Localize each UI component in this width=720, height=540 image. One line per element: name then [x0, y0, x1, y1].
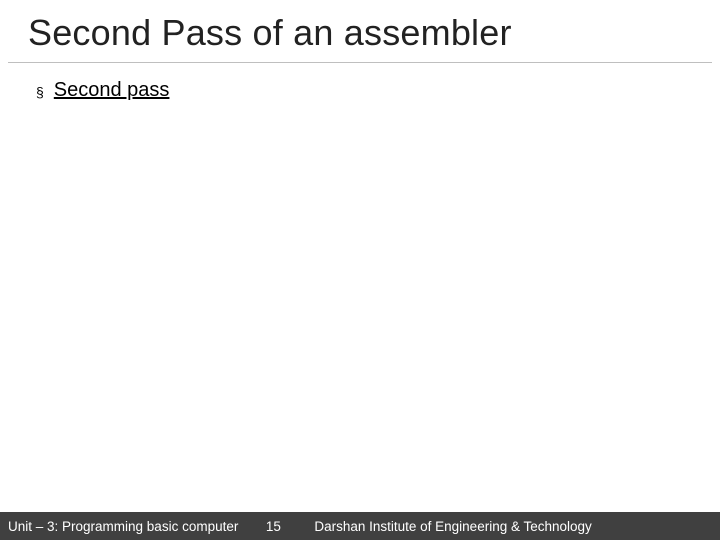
- bullet-text: Second pass: [54, 79, 170, 102]
- bullet-item: § Second pass: [36, 79, 684, 105]
- footer-page-number: 15: [238, 519, 308, 534]
- slide-title: Second Pass of an assembler: [28, 12, 692, 54]
- footer-right: Darshan Institute of Engineering & Techn…: [308, 519, 714, 534]
- footer-bar: Unit – 3: Programming basic computer 15 …: [0, 512, 720, 540]
- body-area: § Second pass: [0, 63, 720, 121]
- slide: Second Pass of an assembler § Second pas…: [0, 0, 720, 540]
- title-area: Second Pass of an assembler: [8, 0, 712, 63]
- footer-left: Unit – 3: Programming basic computer: [6, 519, 238, 534]
- bullet-marker: §: [36, 79, 44, 105]
